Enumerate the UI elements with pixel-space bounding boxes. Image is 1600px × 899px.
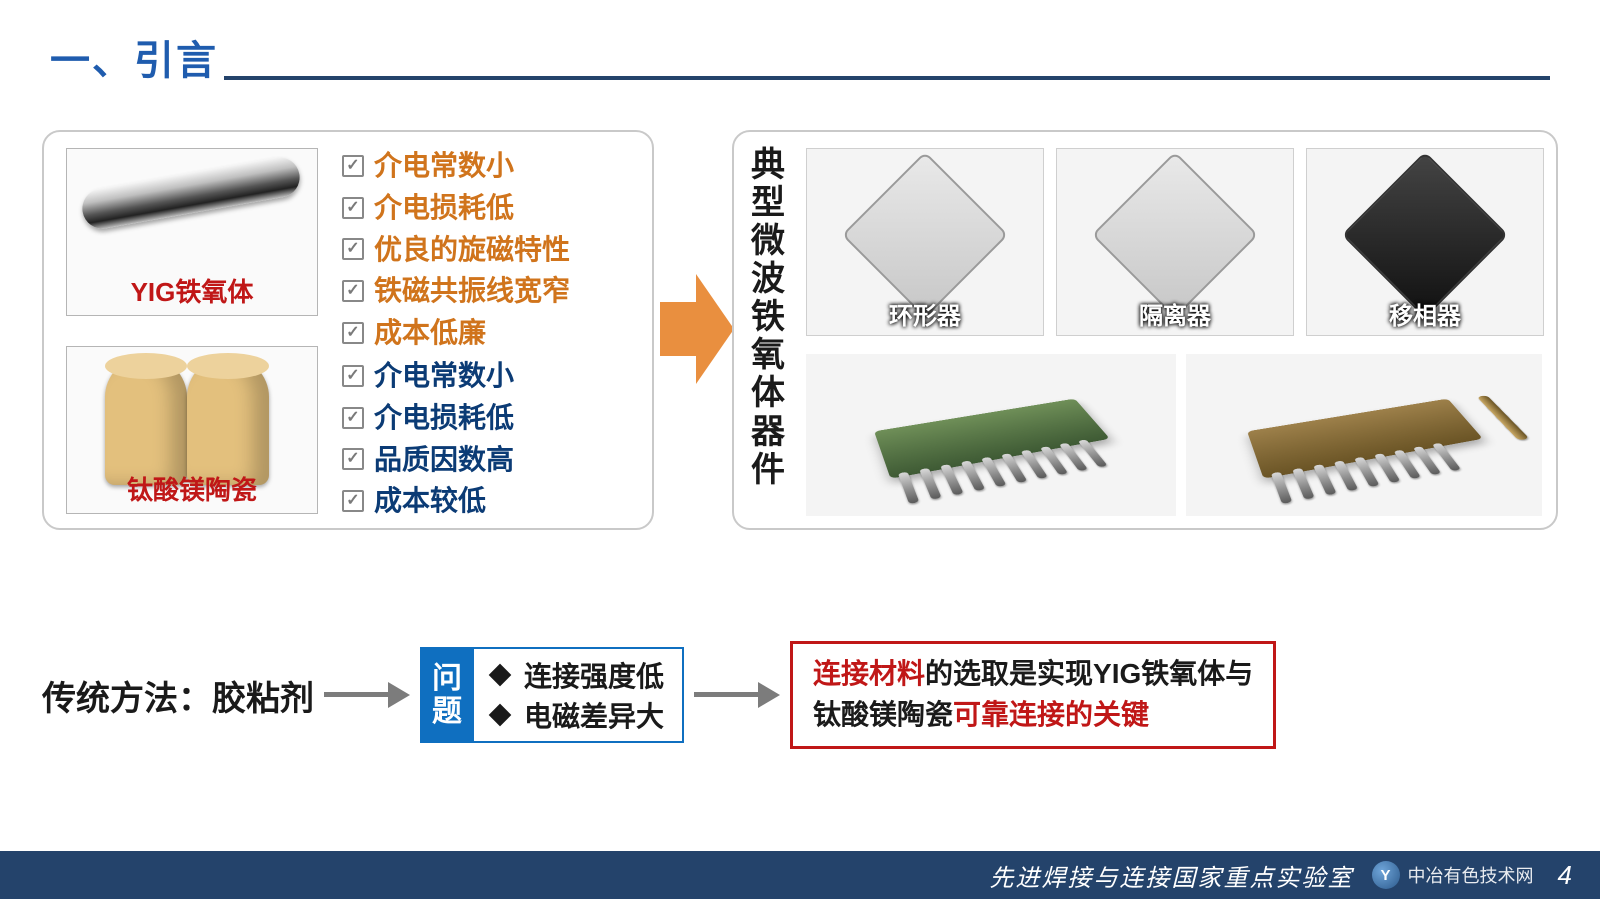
issue-item: 电磁差异大 [492,695,664,735]
checkmark-icon: ✓ [342,155,364,177]
page-number: 4 [1558,860,1572,891]
material-image-mgti: 钛酸镁陶瓷 [66,346,318,514]
conclusion-text: 的选取是实现YIG铁氧体与 [925,658,1253,689]
property-item: ✓ 成本较低 [342,481,514,521]
material-caption-yig: YIG铁氧体 [67,272,317,309]
diamond-bullet-icon [489,664,512,687]
device-caption: 环形器 [807,296,1043,331]
property-text: 成本低廉 [374,313,486,353]
property-text: 介电常数小 [374,146,514,186]
property-item: ✓ 优良的旋磁特性 [342,230,570,270]
property-item: ✓ 介电损耗低 [342,188,570,228]
checkmark-icon: ✓ [342,365,364,387]
ceramic-cylinder-graphic [105,357,187,485]
property-text: 介电损耗低 [374,188,514,228]
device-image-circulator: 环形器 [806,148,1044,336]
property-text: 优良的旋磁特性 [374,230,570,270]
issue-list: 连接强度低电磁差异大 [474,647,684,743]
checkmark-icon: ✓ [342,448,364,470]
properties-list-mgti: ✓ 介电常数小 ✓ 介电损耗低 ✓ 品质因数高 ✓ 成本较低 [342,356,514,523]
property-text: 介电损耗低 [374,398,514,438]
device-image-module [1186,354,1542,516]
property-text: 成本较低 [374,481,486,521]
checkmark-icon: ✓ [342,407,364,429]
device-image-phaseshifter: 移相器 [1306,148,1544,336]
title-underline [224,76,1550,80]
devices-heading: 典型微波铁氧体器件 [748,146,788,489]
checkmark-icon: ✓ [342,197,364,219]
arrow-icon [660,274,728,384]
device-caption: 隔离器 [1057,296,1293,331]
property-item: ✓ 品质因数高 [342,440,514,480]
device-image-array [806,354,1176,516]
checkmark-icon: ✓ [342,490,364,512]
checkmark-icon: ✓ [342,238,364,260]
checkmark-icon: ✓ [342,322,364,344]
devices-panel: 典型微波铁氧体器件 环形器 隔离器 移相器 [732,130,1558,530]
slide: 一、引言 YIG铁氧体 钛酸镁陶瓷 ✓ 介电常数小 ✓ 介电损耗低 ✓ 优良的旋磁特性 ✓ 铁… [0,0,1600,899]
footer-bar: 先进焊接与连接国家重点实验室 Y 中冶有色技术网 4 [0,851,1600,899]
traditional-method: 传统方法：胶粘剂 [42,671,314,720]
bottom-flow: 传统方法：胶粘剂 问题 连接强度低电磁差异大 连接材料的选取是实现YIG铁氧体与… [42,640,1558,750]
flow-arrow-icon [694,685,780,705]
property-item: ✓ 介电常数小 [342,146,570,186]
property-text: 品质因数高 [374,440,514,480]
conclusion-highlight: 连接材料 [813,658,925,689]
footer-lab: 先进焊接与连接国家重点实验室 [990,858,1354,893]
device-caption: 移相器 [1307,296,1543,331]
property-item: ✓ 介电损耗低 [342,398,514,438]
component-graphic [842,151,1009,318]
properties-list-yig: ✓ 介电常数小 ✓ 介电损耗低 ✓ 优良的旋磁特性 ✓ 铁磁共振线宽窄 ✓ 成本低廉 [342,146,570,355]
issue-tag: 问题 [420,647,474,743]
yig-rod-graphic [79,154,303,232]
issue-text: 连接强度低 [524,655,664,695]
property-text: 介电常数小 [374,356,514,396]
conclusion-text: 钛酸镁陶瓷 [813,699,953,730]
diamond-bullet-icon [489,704,512,727]
device-image-isolator: 隔离器 [1056,148,1294,336]
conclusion-box: 连接材料的选取是实现YIG铁氧体与 钛酸镁陶瓷可靠连接的关键 [790,641,1276,748]
material-caption-mgti: 钛酸镁陶瓷 [67,470,317,507]
component-graphic [1092,151,1259,318]
property-item: ✓ 介电常数小 [342,356,514,396]
materials-panel: YIG铁氧体 钛酸镁陶瓷 ✓ 介电常数小 ✓ 介电损耗低 ✓ 优良的旋磁特性 ✓ 铁磁共振线宽… [42,130,654,530]
issue-text: 电磁差异大 [524,695,664,735]
material-image-yig: YIG铁氧体 [66,148,318,316]
slide-title: 一、引言 [50,28,218,86]
flow-arrow-icon [324,685,410,705]
footer-logo-icon: Y [1372,861,1400,889]
ceramic-cylinder-graphic [187,357,269,485]
issue-block: 问题 连接强度低电磁差异大 [420,647,684,743]
conclusion-highlight: 可靠连接的关键 [953,699,1149,730]
assembly-graphic [881,392,1101,478]
assembly-graphic [1254,392,1474,478]
property-item: ✓ 成本低廉 [342,313,570,353]
footer-brand: 中冶有色技术网 [1408,862,1534,888]
title-row: 一、引言 [50,28,1550,86]
property-text: 铁磁共振线宽窄 [374,271,570,311]
checkmark-icon: ✓ [342,280,364,302]
property-item: ✓ 铁磁共振线宽窄 [342,271,570,311]
component-graphic [1342,151,1509,318]
issue-item: 连接强度低 [492,655,664,695]
